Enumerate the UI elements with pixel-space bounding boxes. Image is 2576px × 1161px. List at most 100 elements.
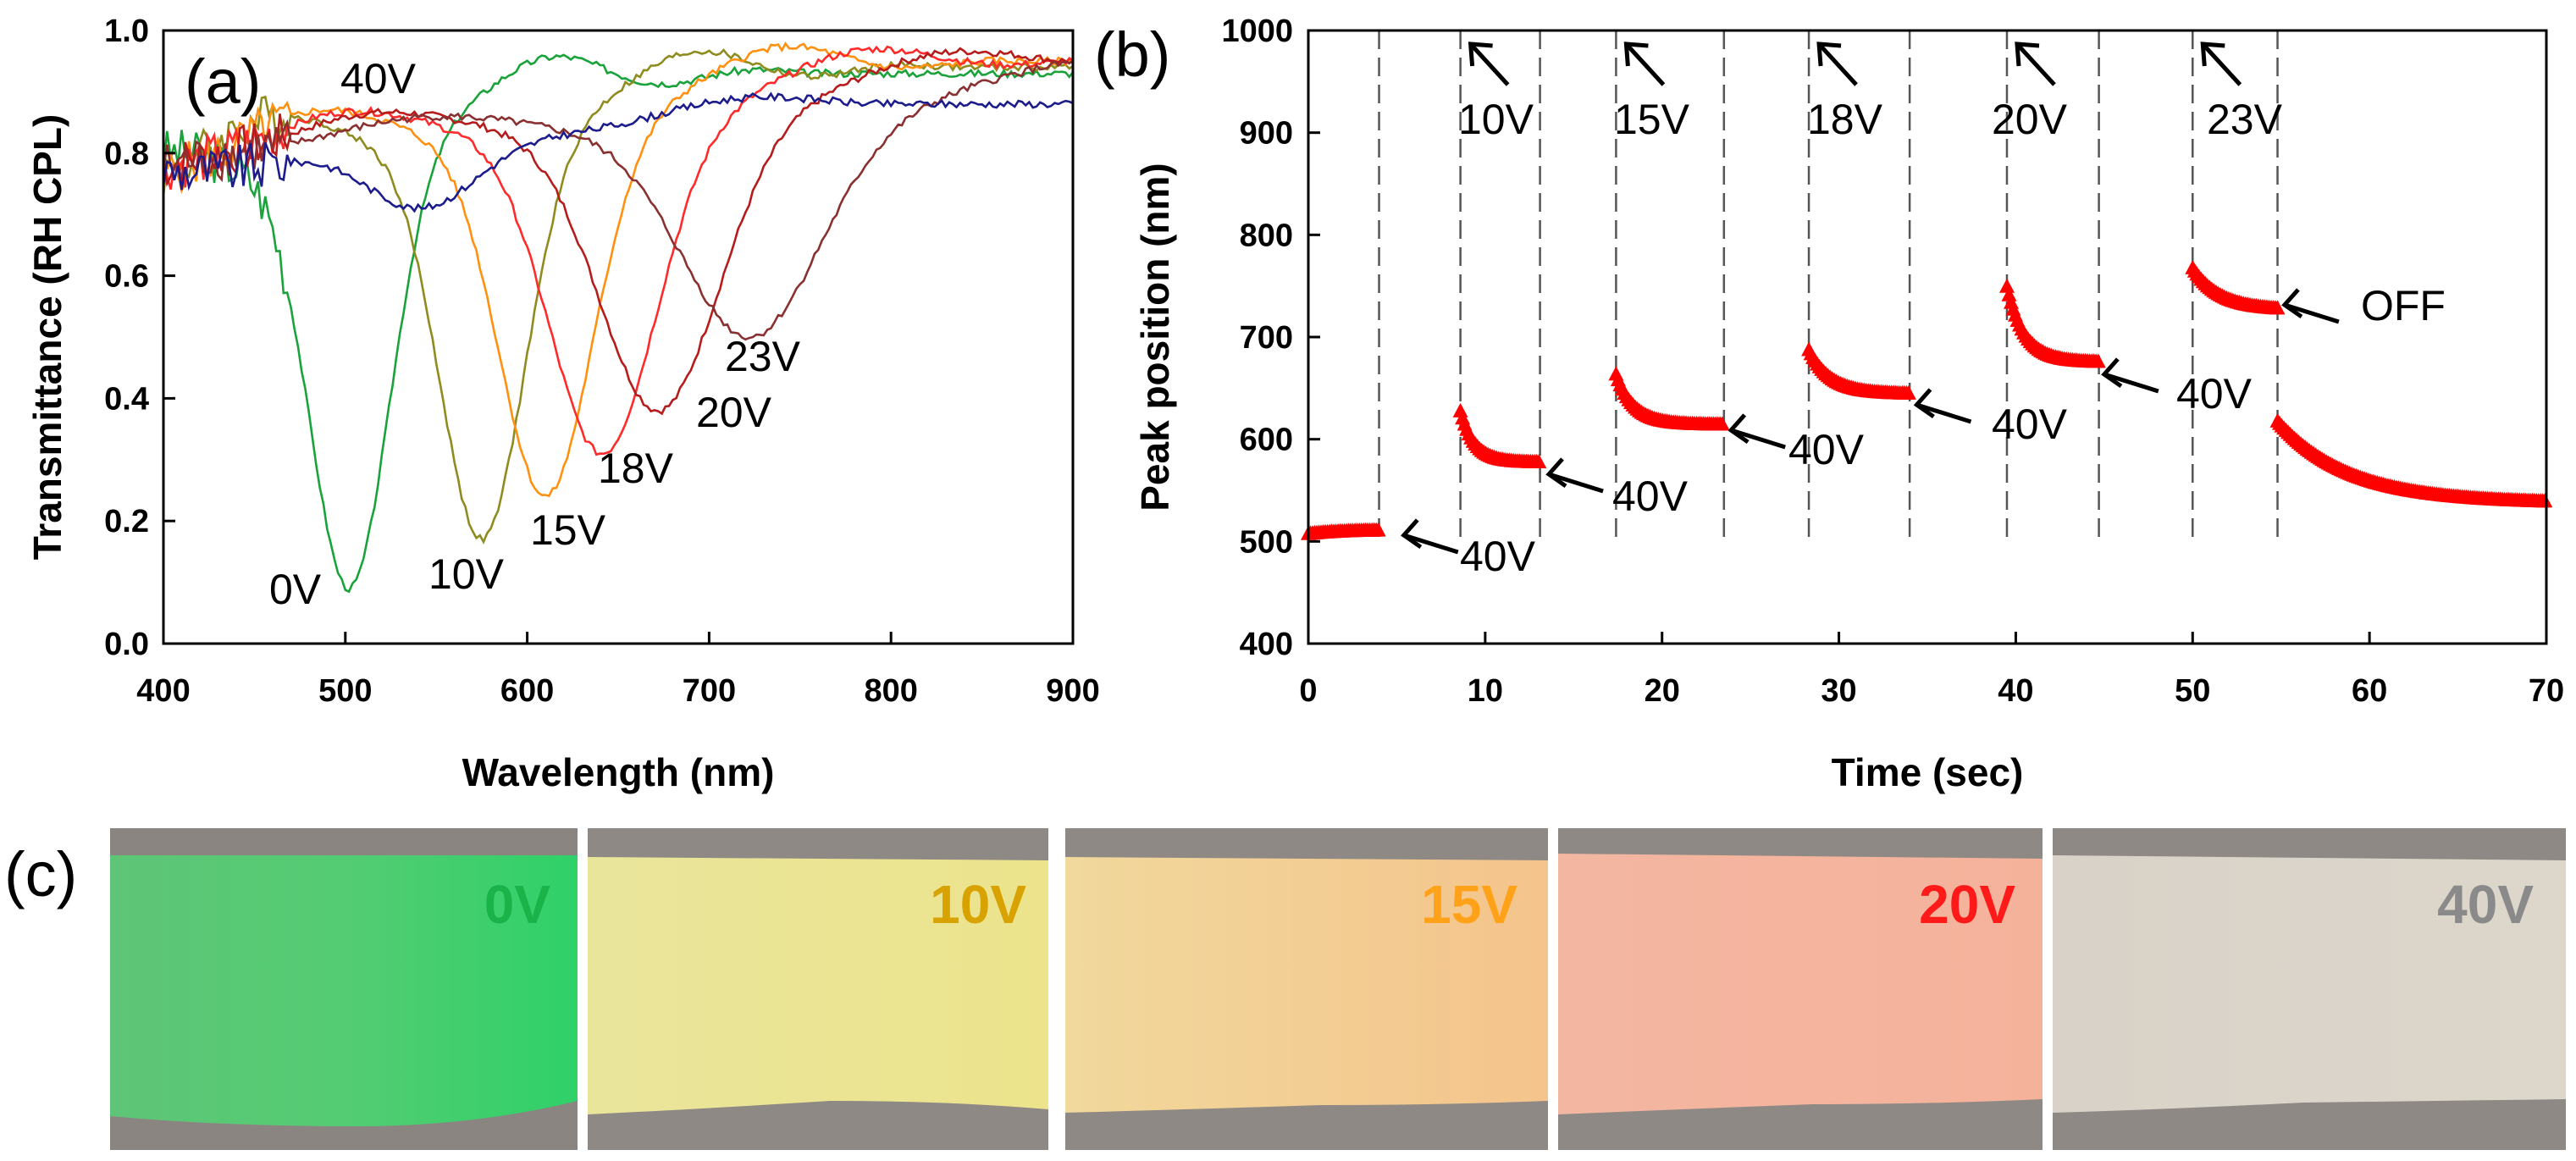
b-y-tick-label: 700 <box>1240 320 1293 356</box>
b-x-tick-label: 20 <box>1645 673 1680 709</box>
arrow <box>1624 42 1666 86</box>
b-x-tick-label: 10 <box>1468 673 1503 709</box>
b-x-tick-label: 30 <box>1821 673 1856 709</box>
photo-10v: 10V <box>588 828 1048 1150</box>
panel-label-c: (c) <box>4 839 77 909</box>
a-y-tick-label: 0.6 <box>104 259 149 295</box>
label-b-on-18v: 18V <box>1807 96 1883 143</box>
panel-label-a: (a) <box>185 47 261 117</box>
label-b-on-15v: 15V <box>1614 96 1690 143</box>
label-a-40v: 40V <box>340 55 417 102</box>
label-b-on-10v: 10V <box>1458 96 1534 143</box>
arrow-head <box>1401 518 1423 550</box>
photo-40v: 40V <box>2053 828 2566 1150</box>
data-point <box>1531 454 1547 468</box>
arrow <box>1548 472 1604 494</box>
arrow <box>1915 402 1972 424</box>
photo-label-0v: 0V <box>484 874 551 935</box>
series-line-40v <box>162 91 1074 213</box>
b-arrows <box>1401 41 2340 555</box>
a-x-tick-label: 600 <box>500 673 554 709</box>
label-b-on-20v: 20V <box>1992 96 2068 143</box>
transmittance-curves <box>162 41 1075 594</box>
arrow <box>2284 302 2340 324</box>
a-x-tick-label: 500 <box>318 673 372 709</box>
series-line-0v <box>162 53 1075 594</box>
arrow <box>2103 372 2159 394</box>
a-y-tick-label: 1.0 <box>104 14 149 49</box>
a-x-tick-label: 900 <box>1046 673 1099 709</box>
arrow <box>1468 42 1510 86</box>
series-line-18v <box>162 45 1074 456</box>
b-x-tick-label: 40 <box>1998 673 2033 709</box>
a-x-tick-label: 800 <box>864 673 917 709</box>
arrow <box>1730 428 1786 450</box>
data-point <box>1370 522 1386 537</box>
a-y-ticks: 0.0 0.2 0.4 0.6 0.8 1.0 <box>104 14 175 662</box>
arrow-head <box>2101 357 2123 389</box>
a-x-axis-title: Wavelength (nm) <box>462 750 775 794</box>
photo-20v: 20V <box>1558 828 2043 1150</box>
a-y-axis-title: Transmittance (RH CPL) <box>25 114 69 561</box>
photo-label-20v: 20V <box>1919 874 2015 935</box>
series-line-20v <box>162 47 1074 416</box>
label-b-on-23v: 23V <box>2207 96 2283 143</box>
arrow-head <box>1816 41 1842 67</box>
b-y-tick-label: 500 <box>1240 524 1293 560</box>
photo-0v: 0V <box>110 828 578 1150</box>
b-y-tick-label: 400 <box>1240 627 1293 662</box>
a-x-tick-label: 400 <box>136 673 190 709</box>
label-b-40v-3: 40V <box>1788 426 1865 473</box>
label-a-23v: 23V <box>725 333 801 380</box>
label-b-40v-4: 40V <box>1992 401 2068 448</box>
label-b-40v-5: 40V <box>2176 370 2253 417</box>
arrow <box>2015 42 2056 86</box>
label-a-15v: 15V <box>530 506 606 554</box>
arrow-head <box>1913 388 1935 419</box>
arrow <box>2201 42 2242 86</box>
b-x-tick-label: 0 <box>1299 673 1317 709</box>
arrow-head <box>2200 41 2225 67</box>
label-b-off: OFF <box>2361 282 2446 329</box>
a-x-ticks: 400 500 600 700 800 900 <box>136 632 1100 709</box>
photo-label-40v: 40V <box>2437 874 2534 935</box>
a-y-tick-label: 0.4 <box>104 381 149 417</box>
series-line-15v <box>162 41 1074 498</box>
b-x-tick-label: 70 <box>2529 673 2564 709</box>
b-x-axis-title: Time (sec) <box>1832 750 2024 794</box>
arrow-head <box>2281 288 2303 319</box>
b-y-tick-label: 1000 <box>1221 14 1293 49</box>
a-y-tick-label: 0.8 <box>104 136 149 172</box>
label-a-20v: 20V <box>696 389 772 436</box>
data-point <box>2269 300 2286 315</box>
b-guide-lines <box>1378 30 2279 542</box>
label-a-18v: 18V <box>598 445 674 492</box>
series-line-23v <box>162 59 1074 341</box>
arrow-head <box>1545 457 1567 489</box>
label-b-40v-1: 40V <box>1460 533 1536 580</box>
plot-a-frame <box>162 29 1075 645</box>
b-y-axis-title: Peak position (nm) <box>1133 163 1177 511</box>
peak-position-points <box>1301 259 2553 540</box>
b-y-ticks: 400 500 600 700 800 900 1000 <box>1221 14 1320 662</box>
data-point <box>2537 493 2553 508</box>
b-x-tick-label: 50 <box>2175 673 2210 709</box>
data-point <box>1714 416 1730 431</box>
a-y-tick-label: 0.0 <box>104 627 149 662</box>
arrow-head <box>1623 41 1649 67</box>
label-b-40v-2: 40V <box>1612 473 1689 520</box>
panel-a: 400 500 600 700 800 900 0.0 0.2 0.4 0.6 0.8 1.0 (a… <box>25 14 1100 794</box>
photo-15v: 15V <box>1065 828 1548 1150</box>
data-point <box>1900 384 1916 400</box>
b-y-tick-label: 800 <box>1240 218 1293 253</box>
b-x-tick-label: 60 <box>2352 673 2387 709</box>
arrow <box>1403 533 1459 555</box>
panel-c: (c) 0V 10V 15V 20V 40V <box>4 828 2566 1150</box>
b-x-ticks: 0 10 20 30 40 50 60 70 <box>1299 632 2564 709</box>
b-y-tick-label: 600 <box>1240 423 1293 458</box>
a-x-tick-label: 700 <box>683 673 736 709</box>
arrow <box>1817 42 1858 86</box>
photo-label-15v: 15V <box>1421 874 1517 935</box>
arrow-head <box>1727 413 1750 445</box>
